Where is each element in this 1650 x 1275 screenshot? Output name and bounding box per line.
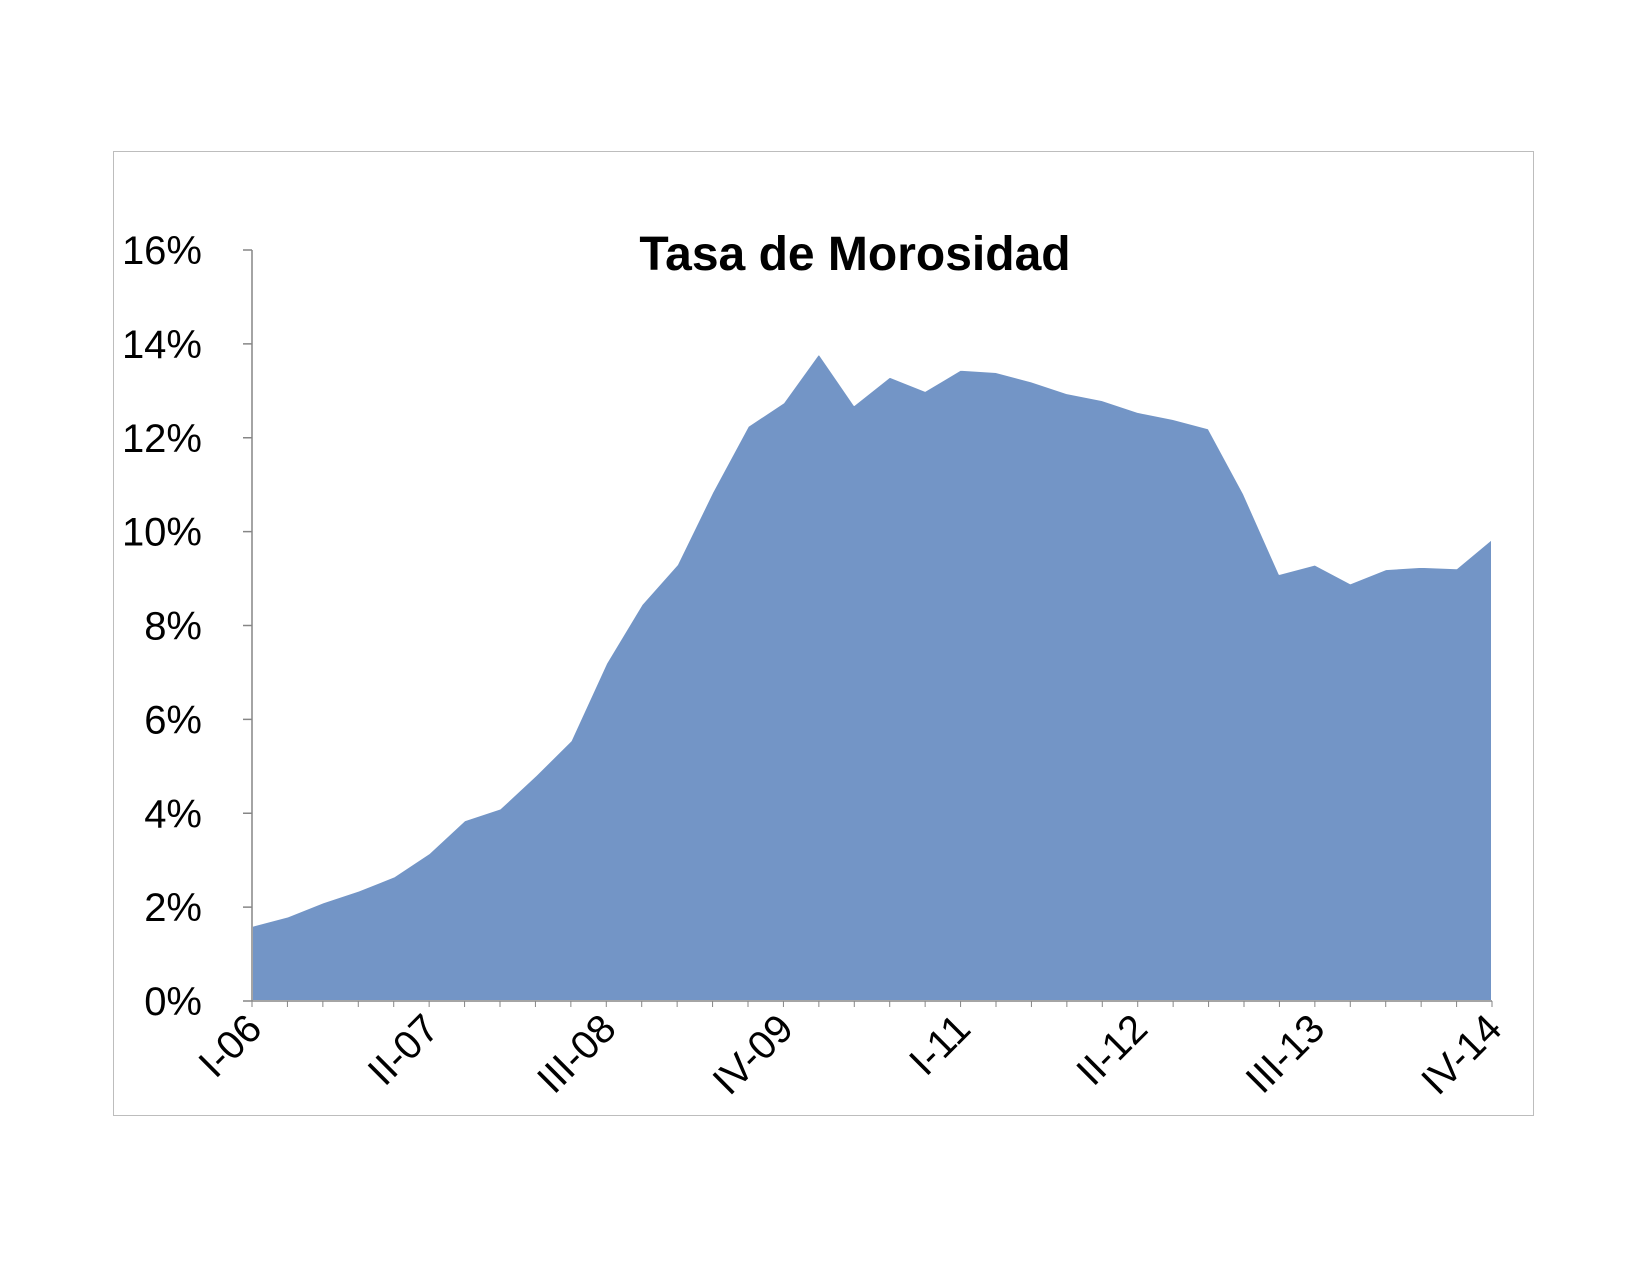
area-layer <box>251 352 1493 1002</box>
x-tick-label: III-08 <box>529 1006 625 1102</box>
area-series-0 <box>251 352 1493 1002</box>
y-tick-label: 8% <box>144 605 202 649</box>
x-label-layer: I-06 II-07 III-08 IV-09 I-11 II-12 III-13 IV-14 <box>191 1006 1511 1103</box>
y-tick-label: 0% <box>144 980 202 1024</box>
x-tick-label: III-13 <box>1238 1006 1334 1102</box>
x-tick-label: I-11 <box>901 1006 979 1084</box>
chart-title: Tasa de Morosidad <box>639 228 1070 281</box>
x-tick-label: II-07 <box>360 1006 448 1094</box>
x-tick-label: I-06 <box>191 1006 271 1086</box>
chart-svg: Tasa de Morosidad 0% 2% 4% 6% 8% 10% 12% 14% 16%… <box>122 228 1511 1103</box>
x-tick-label: II-12 <box>1068 1006 1156 1094</box>
y-tick-label: 4% <box>144 792 202 836</box>
axis-layer <box>243 249 1493 1007</box>
y-tick-label: 6% <box>144 698 202 742</box>
x-tick-label: IV-09 <box>705 1006 802 1103</box>
y-tick-label: 12% <box>122 417 202 461</box>
y-tick-label: 10% <box>122 511 202 555</box>
x-tick-label: IV-14 <box>1413 1006 1510 1103</box>
y-tick-label: 14% <box>122 323 202 367</box>
y-tick-label: 16% <box>122 229 202 273</box>
y-tick-label: 2% <box>144 886 202 930</box>
y-label-layer: 0% 2% 4% 6% 8% 10% 12% 14% 16% <box>122 229 202 1024</box>
chart-frame: Tasa de Morosidad 0% 2% 4% 6% 8% 10% 12% 14% 16%… <box>113 151 1534 1116</box>
